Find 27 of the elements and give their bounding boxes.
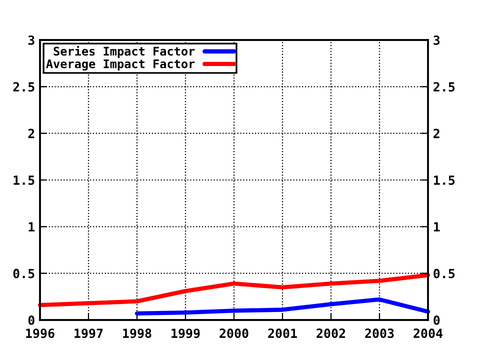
y2-tick-label: 0 <box>434 315 440 325</box>
y-tick-label: 2.5 <box>13 82 34 92</box>
x-tick-label: 2004 <box>414 328 442 338</box>
x-tick-label: 2002 <box>316 328 346 338</box>
y2-tick-label: 1 <box>434 222 440 232</box>
y-tick-label: 2 <box>28 128 34 138</box>
y-tick-label: 1.5 <box>14 176 34 185</box>
y-tick-label: 0 <box>28 315 34 325</box>
legend-label: Series Impact Factor <box>54 46 195 58</box>
y2-tick-label: 2.5 <box>434 82 455 92</box>
y2-tick-label: 2 <box>434 128 440 138</box>
y2-tick-label: 1.5 <box>434 176 455 185</box>
line-series <box>134 297 430 316</box>
y-tick-label: 1 <box>28 222 35 232</box>
x-tick-label: 1998 <box>123 328 152 338</box>
y-tick-label: 0.5 <box>13 268 34 278</box>
x-tick-label: 2000 <box>220 328 248 338</box>
line-series <box>38 273 430 308</box>
x-tick-label: 1997 <box>74 328 103 338</box>
y2-tick-label: 3 <box>434 35 440 45</box>
y-tick-label: 3 <box>28 35 34 45</box>
x-tick-label: 1999 <box>172 328 200 338</box>
x-tick-label: 2003 <box>365 328 394 338</box>
x-tick-label: 1996 <box>26 328 54 338</box>
y2-tick-label: 0.5 <box>434 268 455 278</box>
legend-label: Average Impact Factor <box>46 60 195 71</box>
x-tick-label: 2001 <box>268 328 297 338</box>
